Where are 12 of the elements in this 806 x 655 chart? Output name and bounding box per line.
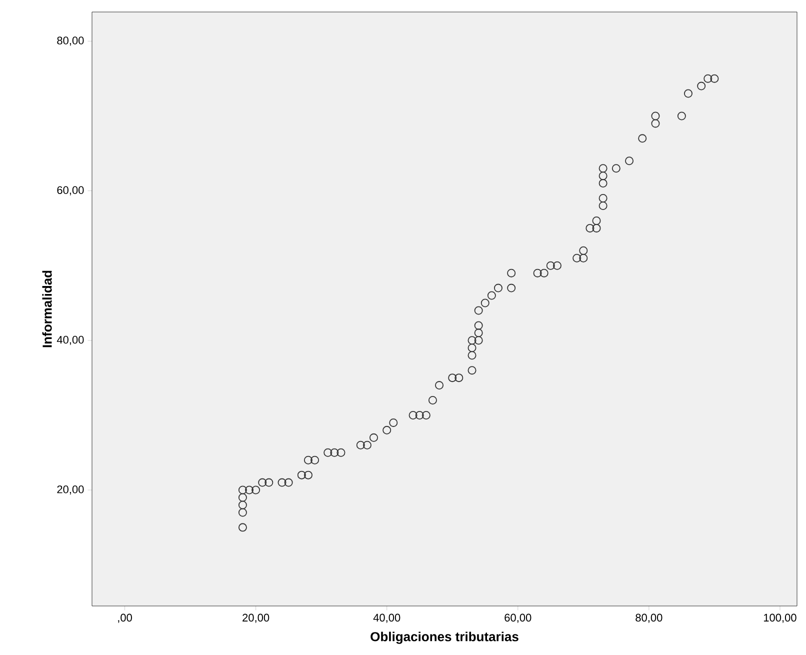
x-axis-title: Obligaciones tributarias [370,632,518,644]
y-tick-label: 60,00 [57,186,84,196]
x-tick-label: 40,00 [373,614,400,623]
y-tick-label: 20,00 [57,485,84,495]
y-tick-label: 40,00 [56,336,84,345]
y-tick-label: 80,00 [57,36,84,46]
x-tick-label: 80,00 [636,614,662,623]
y-axis-title: Informalidad [42,270,52,348]
x-tick-label: 100,00 [764,614,796,623]
x-tick-label: 60,00 [504,614,532,623]
x-tick-label: ,00 [118,614,132,623]
x-tick-label: 20,00 [242,614,270,623]
